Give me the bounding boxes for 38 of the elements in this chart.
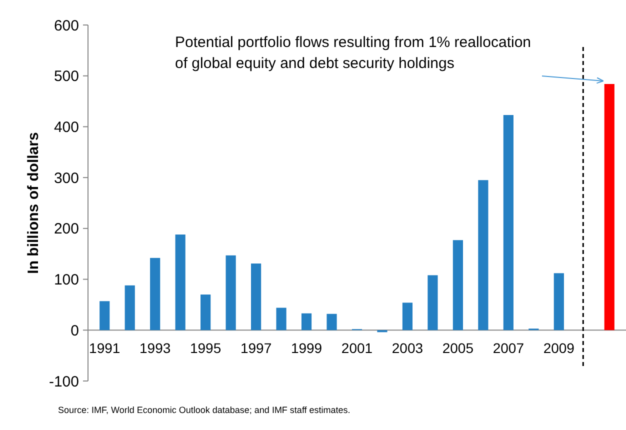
bar: [452, 240, 463, 330]
bar: [100, 301, 110, 330]
y-tick-label: 0: [70, 322, 79, 340]
y-tick-label: 100: [54, 272, 79, 289]
bar: [554, 273, 564, 330]
x-tick-label: 1993: [140, 340, 171, 356]
bar: [175, 234, 186, 330]
bar: [150, 258, 160, 330]
x-tick-label: 2005: [442, 340, 474, 356]
y-axis-title: In billions of dollars: [25, 132, 42, 274]
y-tick-label: 600: [54, 17, 79, 34]
y-tick-label: 200: [54, 220, 79, 238]
bar: [124, 285, 135, 330]
x-tick-label: 1999: [290, 340, 322, 356]
x-tick-label: 2007: [492, 340, 524, 356]
x-tick-label: 1995: [190, 340, 222, 356]
bar: [503, 115, 514, 330]
bar: [326, 314, 337, 330]
bar: [226, 255, 236, 330]
x-tick-label: 2001: [341, 340, 373, 356]
bar: [402, 302, 413, 330]
bar: [478, 180, 488, 330]
y-tick-label: 300: [54, 170, 79, 187]
bar: [251, 264, 262, 330]
bar: [604, 84, 614, 330]
x-tick-label: 1997: [240, 340, 272, 356]
x-tick-label: 1991: [89, 340, 120, 356]
bar: [200, 294, 211, 330]
bar: [301, 313, 312, 330]
y-tick-label: 500: [54, 68, 79, 86]
y-tick-label: 400: [54, 118, 79, 136]
annotation: Potential portfolio flows resulting from 1% reallocation of global equity and debt security holdings: [175, 34, 532, 72]
x-tick-label: 2003: [392, 340, 424, 356]
y-tick-label: -100: [48, 373, 79, 390]
x-tick-label: 2009: [543, 340, 575, 356]
bar: [276, 308, 286, 330]
bar: [428, 275, 438, 330]
source-note: Source: IMF, World Economic Outlook database; and IMF staff estimates.: [58, 405, 350, 415]
